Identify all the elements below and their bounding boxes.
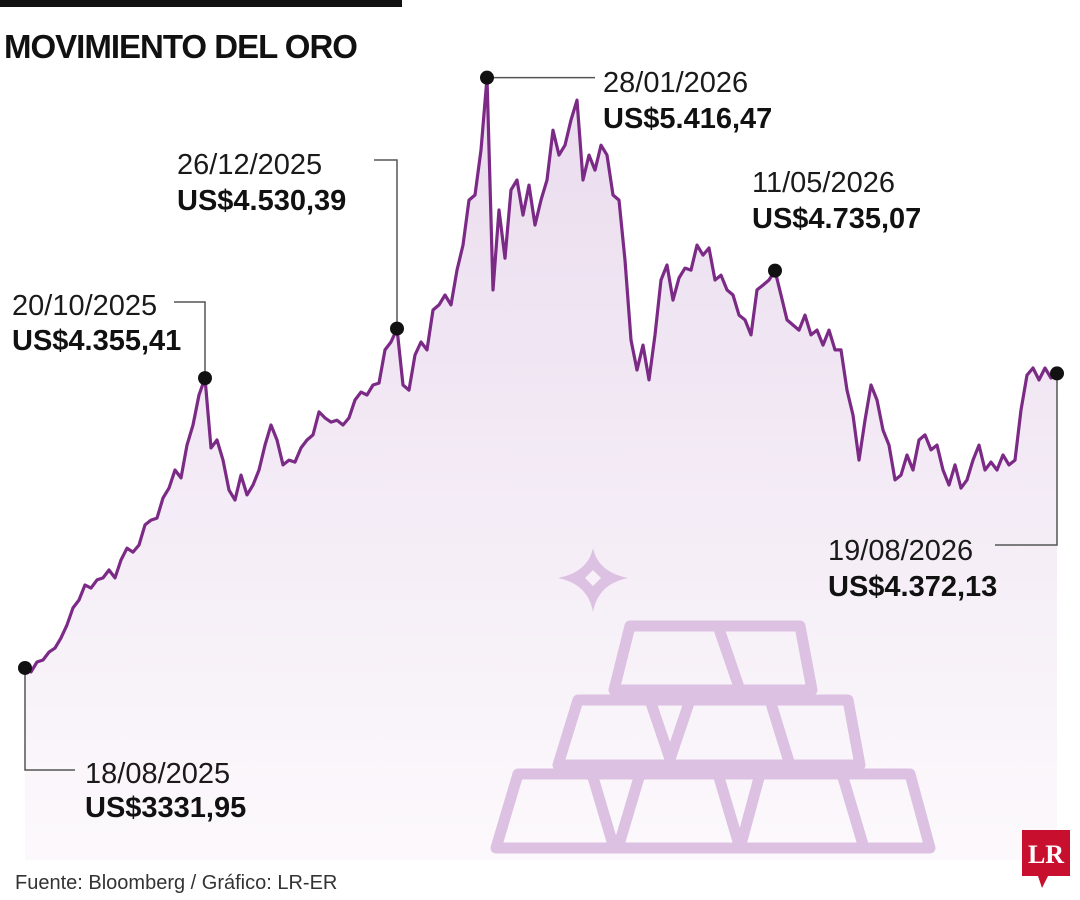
price-line xyxy=(24,76,1058,674)
annotation-date: 28/01/2026 xyxy=(603,67,748,99)
area xyxy=(25,77,1057,860)
chart-title: MOVIMIENTO DEL ORO xyxy=(4,28,357,65)
leader-line xyxy=(995,373,1058,546)
point-marker xyxy=(198,371,212,386)
logo-text: LR xyxy=(1028,840,1064,869)
point-marker xyxy=(1050,366,1064,381)
annotation-date: 18/08/2025 xyxy=(85,758,230,790)
annotation-value: US$5.416,47 xyxy=(603,103,772,135)
annotation-value: US$4.530,39 xyxy=(177,185,346,217)
annotation-date: 20/10/2025 xyxy=(12,290,157,322)
top-rule xyxy=(0,0,402,7)
point-marker xyxy=(480,70,494,85)
annotation-value: US$3331,95 xyxy=(85,792,246,824)
source-note: Fuente: Bloomberg / Gráfico: LR-ER xyxy=(15,872,337,894)
annotation-date: 26/12/2025 xyxy=(177,149,322,181)
leader-line xyxy=(374,159,398,329)
annotation-value: US$4.735,07 xyxy=(752,203,921,235)
point-marker xyxy=(768,263,782,278)
point-marker xyxy=(390,321,404,336)
logo: LR xyxy=(1022,830,1070,888)
annotation-value: US$4.355,41 xyxy=(12,325,181,357)
point-marker xyxy=(18,660,32,675)
leader-line xyxy=(24,667,75,771)
annotation-value: US$4.372,13 xyxy=(828,571,997,603)
sparkle-center xyxy=(585,570,601,586)
annotation-date: 11/05/2026 xyxy=(752,167,895,199)
bars-middle xyxy=(552,694,866,771)
bars-bottom xyxy=(490,768,936,854)
gold-bars-icon xyxy=(490,548,936,854)
annotation-date: 19/08/2026 xyxy=(828,535,973,567)
leader-line xyxy=(174,301,206,379)
logo-badge xyxy=(1022,830,1070,888)
bars-top xyxy=(608,620,818,696)
